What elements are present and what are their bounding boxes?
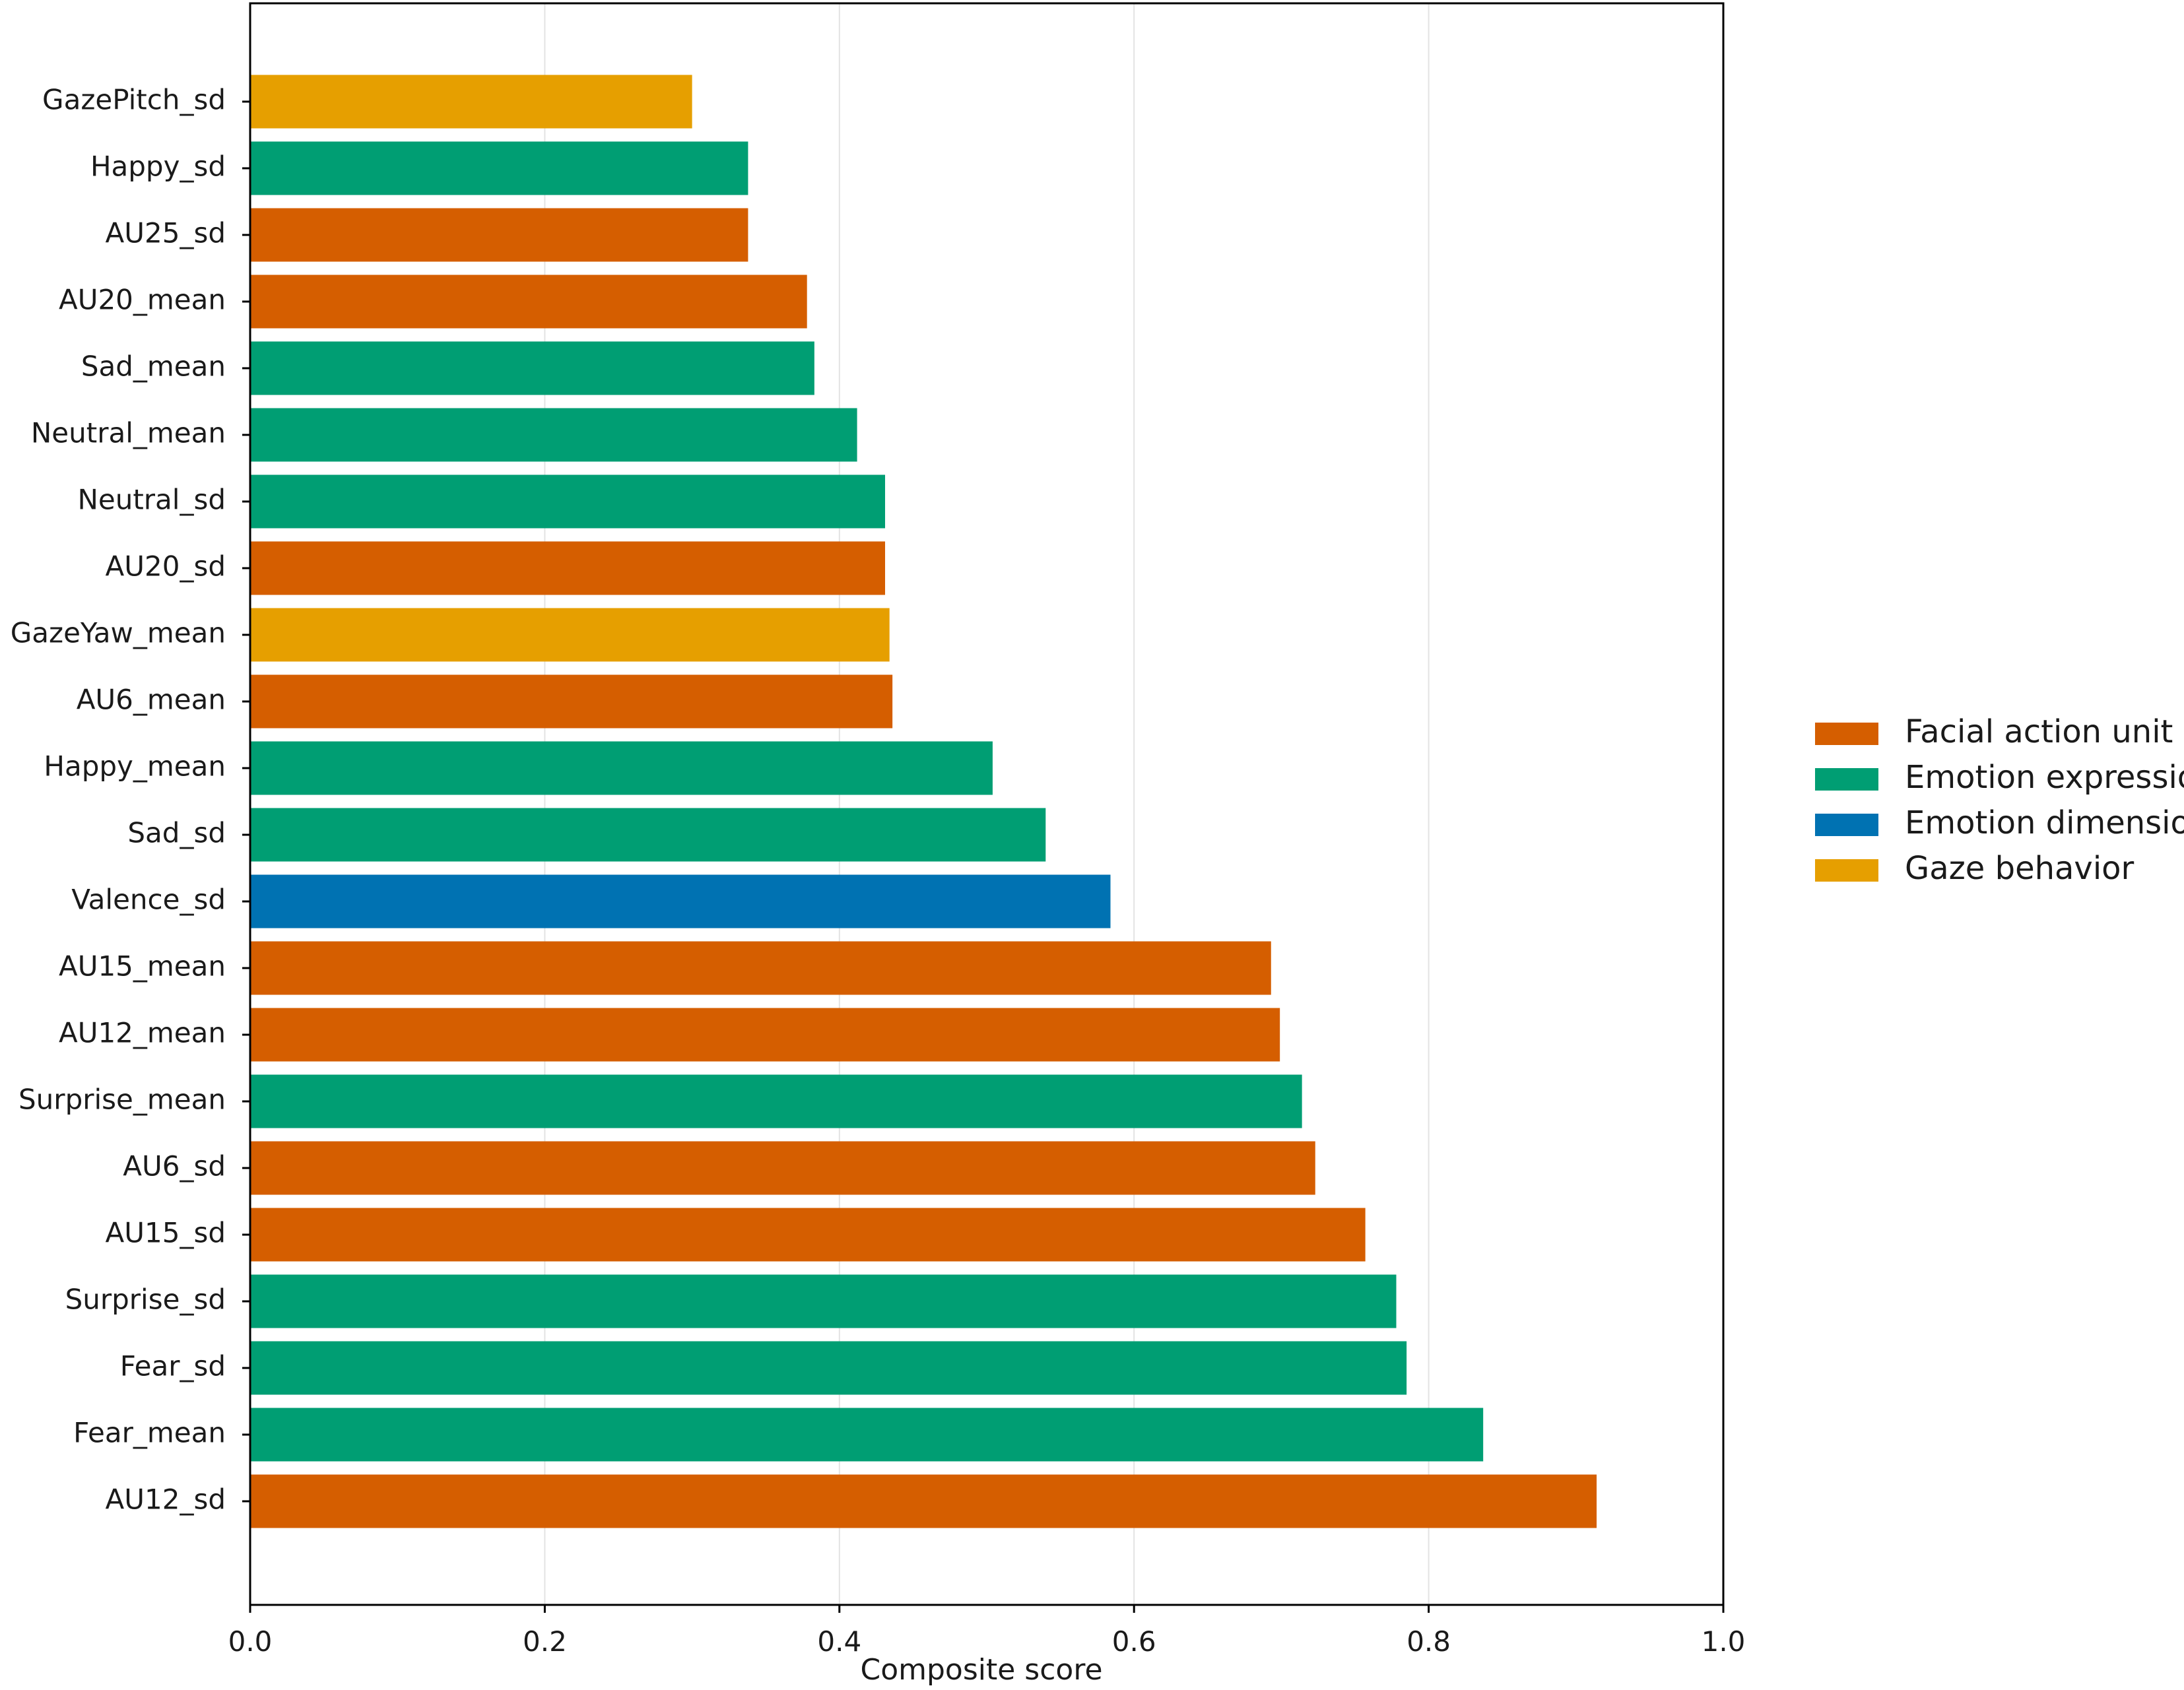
bar-Neutral_mean <box>250 408 857 462</box>
y-tick-label: AU12_mean <box>59 1017 226 1049</box>
bar-AU15_sd <box>250 1208 1366 1262</box>
y-tick-label: AU20_mean <box>59 284 226 316</box>
grid-lines <box>544 3 1430 1605</box>
x-tick-label: 0.8 <box>1406 1625 1451 1658</box>
bar-Fear_mean <box>250 1408 1484 1462</box>
bar-AU20_sd <box>250 541 885 595</box>
x-axis-title: Composite score <box>860 1653 1102 1687</box>
y-tick-label: Fear_sd <box>120 1350 226 1382</box>
bar-AU15_mean <box>250 941 1271 995</box>
bar-AU20_mean <box>250 275 807 329</box>
x-tick-label: 0.4 <box>817 1625 861 1658</box>
bar-AU6_mean <box>250 674 893 729</box>
bar-Happy_mean <box>250 741 993 795</box>
y-tick-label: GazeYaw_mean <box>11 617 226 649</box>
x-axis: 0.0 0.2 0.4 0.6 0.8 1.0 <box>228 1605 1746 1658</box>
bar-Fear_sd <box>250 1341 1407 1395</box>
y-tick-label: AU15_mean <box>59 950 226 983</box>
y-tick-label: Neutral_mean <box>31 417 226 449</box>
legend-swatch <box>1815 723 1878 745</box>
y-axis: GazePitch_sd Happy_sd AU25_sd AU20_mean Sad_… <box>11 84 250 1516</box>
legend-swatch <box>1815 814 1878 836</box>
y-tick-label: Happy_sd <box>90 150 226 183</box>
x-tick-label: 0.6 <box>1112 1625 1156 1658</box>
legend-label: Facial action unit <box>1905 713 2173 750</box>
x-tick-label: 0.0 <box>228 1625 273 1658</box>
y-tick-label: Neutral_sd <box>77 484 226 516</box>
bar-AU6_sd <box>250 1141 1315 1195</box>
bar-Surprise_sd <box>250 1274 1397 1328</box>
x-tick-label: 0.2 <box>523 1625 567 1658</box>
bar-Sad_sd <box>250 808 1046 862</box>
legend-label: Gaze behavior <box>1905 850 2134 887</box>
legend: Facial action unit Emotion expression Emot… <box>1815 713 2184 887</box>
y-tick-label: Fear_mean <box>73 1417 226 1449</box>
legend-swatch <box>1815 768 1878 791</box>
y-tick-label: AU20_sd <box>106 550 226 583</box>
bar-Neutral_sd <box>250 474 885 529</box>
y-tick-label: AU6_sd <box>123 1150 226 1183</box>
legend-label: Emotion dimension <box>1905 804 2184 841</box>
bar-Surprise_mean <box>250 1074 1302 1128</box>
y-tick-label: AU12_sd <box>106 1483 226 1516</box>
bar-GazePitch_sd <box>250 75 692 129</box>
bar-GazeYaw_mean <box>250 608 890 662</box>
legend-label: Emotion expression <box>1905 759 2184 796</box>
bars <box>250 75 1597 1528</box>
y-tick-label: Valence_sd <box>71 884 226 916</box>
y-tick-label: Sad_sd <box>127 817 226 849</box>
bar-AU12_mean <box>250 1008 1280 1062</box>
y-tick-label: Surprise_sd <box>65 1284 226 1316</box>
y-tick-label: AU15_sd <box>106 1217 226 1249</box>
y-tick-label: AU6_mean <box>77 684 226 716</box>
bar-Sad_mean <box>250 341 814 395</box>
y-tick-label: Surprise_mean <box>18 1084 226 1116</box>
legend-swatch <box>1815 859 1878 882</box>
bar-AU12_sd <box>250 1474 1597 1528</box>
y-tick-label: Happy_mean <box>44 750 226 783</box>
plot-frame <box>249 2 1725 1606</box>
y-tick-label: AU25_sd <box>106 217 226 249</box>
bar-AU25_sd <box>250 208 748 262</box>
y-tick-label: GazePitch_sd <box>42 84 226 116</box>
bar-Valence_sd <box>250 874 1111 928</box>
x-tick-label: 1.0 <box>1702 1625 1746 1658</box>
y-tick-label: Sad_mean <box>81 350 226 383</box>
bar-Happy_sd <box>250 141 748 195</box>
